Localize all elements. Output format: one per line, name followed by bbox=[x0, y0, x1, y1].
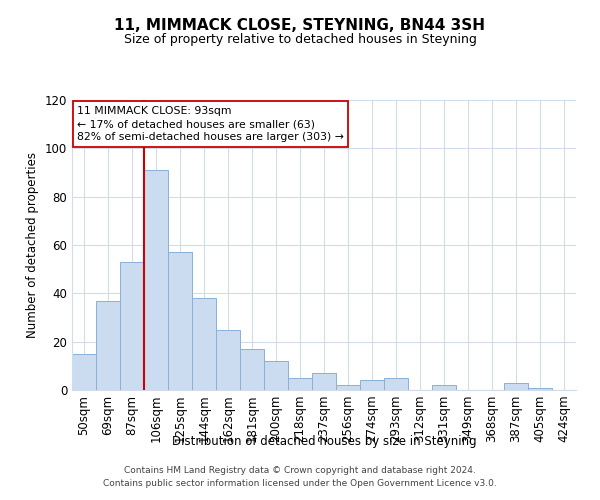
Bar bbox=[240, 349, 264, 390]
Bar bbox=[432, 385, 456, 390]
Bar bbox=[192, 298, 216, 390]
Bar bbox=[288, 378, 312, 390]
Bar bbox=[120, 262, 144, 390]
Bar bbox=[504, 383, 528, 390]
Bar bbox=[336, 385, 360, 390]
Bar bbox=[96, 300, 120, 390]
Bar bbox=[144, 170, 168, 390]
Text: 11 MIMMACK CLOSE: 93sqm
← 17% of detached houses are smaller (63)
82% of semi-de: 11 MIMMACK CLOSE: 93sqm ← 17% of detache… bbox=[77, 106, 344, 142]
Text: 11, MIMMACK CLOSE, STEYNING, BN44 3SH: 11, MIMMACK CLOSE, STEYNING, BN44 3SH bbox=[115, 18, 485, 32]
Bar bbox=[264, 361, 288, 390]
Bar bbox=[360, 380, 384, 390]
Bar bbox=[168, 252, 192, 390]
Bar bbox=[528, 388, 552, 390]
Text: Contains HM Land Registry data © Crown copyright and database right 2024.
Contai: Contains HM Land Registry data © Crown c… bbox=[103, 466, 497, 487]
Text: Size of property relative to detached houses in Steyning: Size of property relative to detached ho… bbox=[124, 32, 476, 46]
Bar bbox=[312, 373, 336, 390]
Bar bbox=[216, 330, 240, 390]
Bar bbox=[72, 354, 96, 390]
Bar bbox=[384, 378, 408, 390]
Text: Distribution of detached houses by size in Steyning: Distribution of detached houses by size … bbox=[172, 435, 476, 448]
Y-axis label: Number of detached properties: Number of detached properties bbox=[26, 152, 39, 338]
